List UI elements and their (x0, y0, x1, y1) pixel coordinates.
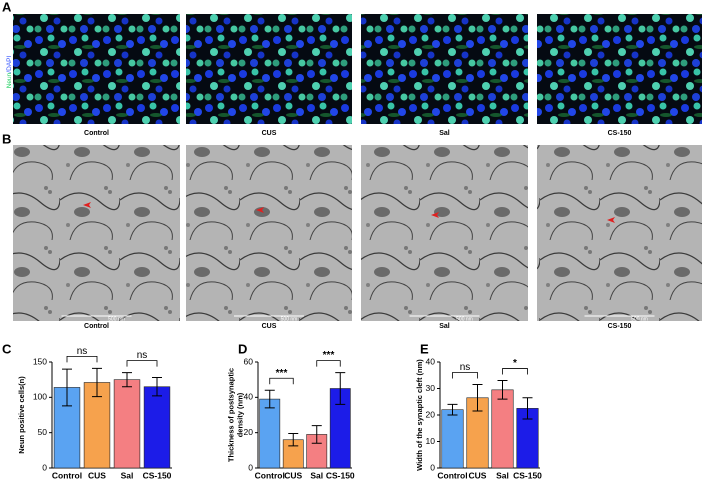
bar (491, 389, 514, 469)
bar (259, 398, 281, 469)
em-image (537, 145, 702, 321)
image-caption: CUS (262, 130, 277, 137)
fluorescence-image (13, 14, 180, 124)
image-caption: Sal (439, 130, 450, 137)
error-bar (122, 372, 132, 388)
synapse-arrow (607, 217, 615, 223)
image-caption: Control (84, 323, 109, 330)
fluorescence-image (537, 14, 702, 124)
error-bar (264, 389, 275, 409)
scale-bar-label: 500 nm (456, 316, 473, 322)
y-axis-label: Width of the synaptic cleft (nm) (415, 359, 424, 471)
panel-label: A (2, 0, 12, 14)
image-caption: Sal (439, 323, 450, 330)
fluorescence-image (186, 14, 352, 124)
significance-label: *** (276, 368, 288, 379)
significance-label: ns (77, 346, 88, 357)
error-bar (62, 368, 72, 407)
y-tick-label: 10 (426, 436, 436, 446)
image-caption: CS-150 (608, 130, 632, 137)
y-tick-label: 150 (33, 356, 47, 366)
bar (143, 386, 171, 469)
bar (113, 379, 141, 469)
x-tick-label: Control (437, 470, 467, 480)
error-bar (311, 425, 322, 444)
y-axis-label: density (nm) (235, 392, 244, 437)
panel-label: D (238, 341, 247, 356)
image-caption: Control (84, 130, 109, 137)
image-caption: CUS (262, 323, 277, 330)
error-bar (288, 433, 299, 447)
y-axis-label: Thickness of postsynaptic (226, 368, 235, 462)
x-tick-label: CS-150 (326, 470, 355, 480)
panel-label: E (420, 341, 429, 356)
em-image (361, 145, 528, 321)
error-bar (472, 384, 483, 412)
y-tick-label: 50 (38, 427, 48, 437)
x-tick-label: CUS (88, 470, 106, 480)
synapse-arrow (83, 202, 91, 208)
error-bar (335, 372, 346, 405)
em-image (13, 145, 180, 321)
stain-name: Neun (6, 72, 13, 88)
bar (441, 409, 464, 469)
y-tick-label: 100 (33, 392, 47, 402)
y-tick-label: 0 (42, 462, 47, 472)
scale-bar-label: 500 nm (108, 316, 125, 322)
significance-bracket (452, 372, 478, 379)
y-tick-label: 0 (430, 462, 435, 472)
x-tick-label: CUS (284, 470, 302, 480)
panel-a: Control CUS Sal CS-150 Neun/DAPI (6, 14, 702, 137)
significance-label: ns (137, 350, 148, 361)
image-caption: CS-150 (608, 323, 632, 330)
y-tick-label: 40 (244, 392, 254, 402)
significance-bracket (66, 355, 98, 363)
y-tick-label: 0 (248, 462, 253, 472)
y-tick-label: 20 (244, 427, 254, 437)
stain-label: Neun/DAPI (6, 56, 13, 89)
x-tick-label: CS-150 (513, 470, 542, 480)
y-axis-label: Neun positive cells(n) (17, 376, 26, 454)
error-bar (92, 367, 102, 398)
x-tick-label: Sal (496, 470, 509, 480)
significance-bracket (269, 377, 294, 385)
significance-bracket (316, 360, 341, 367)
x-tick-label: CS-150 (143, 470, 172, 480)
scale-bar-label: 500 nm (631, 316, 648, 322)
y-tick-label: 40 (426, 356, 436, 366)
significance-label: * (513, 358, 517, 369)
x-tick-label: CUS (469, 470, 487, 480)
synapse-arrow (431, 212, 439, 218)
x-tick-label: Sal (310, 470, 323, 480)
em-image (186, 145, 352, 321)
y-tick-label: 30 (426, 383, 436, 393)
y-tick-label: 60 (244, 356, 254, 366)
x-tick-label: Sal (121, 470, 134, 480)
fluorescence-image (361, 14, 528, 124)
y-tick-label: 20 (426, 409, 436, 419)
error-bar (522, 397, 533, 420)
bar-chart: C Neun positive cells(n) 0 50 100 150 Control C… (2, 341, 172, 480)
significance-bracket (502, 368, 528, 375)
stain-name: /DAPI (6, 56, 13, 73)
bar-chart: D Thickness of postsynaptic density (nm) 0 2… (226, 341, 354, 480)
panel-label: B (2, 131, 11, 146)
x-tick-label: Control (52, 470, 82, 480)
synapse-arrow (256, 207, 264, 213)
error-bar (497, 380, 508, 400)
bar-chart: E Width of the synaptic cleft (nm) 0 10 20 30… (415, 341, 542, 480)
panel-label: C (2, 341, 12, 356)
significance-label: *** (323, 350, 335, 361)
significance-label: ns (460, 362, 471, 373)
significance-bracket (126, 360, 158, 367)
x-tick-label: Control (255, 470, 285, 480)
scale-bar-label: 500 nm (281, 316, 298, 322)
error-bar (447, 403, 458, 416)
error-bar (152, 377, 162, 397)
